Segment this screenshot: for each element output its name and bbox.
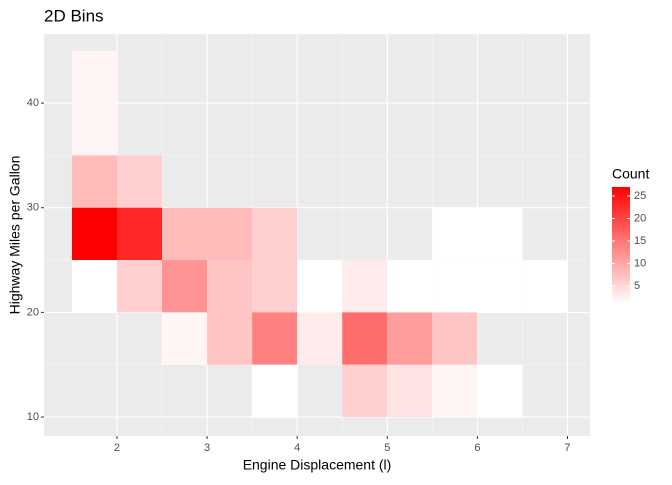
bin-cell xyxy=(162,312,208,365)
bin-cell xyxy=(387,364,433,418)
chart-title: 2D Bins xyxy=(44,6,104,25)
bin-cell xyxy=(342,260,388,313)
bin-cell xyxy=(71,50,117,104)
bin-cell xyxy=(207,260,253,313)
bin-cell xyxy=(432,207,478,261)
bin-cell xyxy=(116,207,163,261)
y-tick-label: 40 xyxy=(27,97,39,109)
bin-cell xyxy=(477,364,523,418)
bin-cell xyxy=(297,312,343,365)
bin-cell xyxy=(297,260,343,313)
x-tick-label: 6 xyxy=(474,442,480,454)
legend-tick-label: 5 xyxy=(634,280,640,292)
y-tick-label: 10 xyxy=(27,411,39,423)
bin-cell xyxy=(207,312,253,365)
legend-tick-label: 25 xyxy=(634,190,646,202)
legend-title: Count xyxy=(612,166,649,182)
bin-cell xyxy=(162,260,208,313)
bin-cell xyxy=(252,207,298,261)
x-axis-label: Engine Displacement (l) xyxy=(243,457,392,473)
x-tick-label: 5 xyxy=(384,442,390,454)
bin-cell xyxy=(71,103,117,156)
bin-cell xyxy=(477,207,523,261)
bin-cell xyxy=(387,260,433,313)
legend-tick-label: 10 xyxy=(634,257,646,269)
bin-cell xyxy=(71,260,117,313)
bin-cell xyxy=(432,312,478,365)
bin-cell xyxy=(71,207,117,261)
bin-cell xyxy=(387,312,433,365)
bin-cell xyxy=(162,207,208,261)
bin-cell xyxy=(432,260,478,313)
bin-cell xyxy=(71,155,117,208)
x-tick-label: 2 xyxy=(114,442,120,454)
bin-cell xyxy=(252,260,298,313)
legend-tick-label: 20 xyxy=(634,212,646,224)
x-tick-label: 3 xyxy=(204,442,210,454)
y-tick-label: 30 xyxy=(27,202,39,214)
bin-cell xyxy=(116,155,163,208)
legend-colorbar xyxy=(612,187,630,304)
bin-cell xyxy=(252,312,298,365)
x-tick-label: 4 xyxy=(294,442,300,454)
bin-cell xyxy=(477,260,523,313)
bin-cell xyxy=(342,312,388,365)
x-tick-label: 7 xyxy=(564,442,570,454)
bin-cell xyxy=(207,207,253,261)
y-tick-label: 20 xyxy=(27,306,39,318)
bin-cell xyxy=(522,260,568,313)
bin-cell xyxy=(252,364,298,418)
bin-cell xyxy=(432,364,478,418)
legend-tick-label: 15 xyxy=(634,235,646,247)
bin-cell xyxy=(116,260,163,313)
y-axis-label: Highway Miles per Gallon xyxy=(7,156,23,315)
bin-cell xyxy=(342,364,388,418)
